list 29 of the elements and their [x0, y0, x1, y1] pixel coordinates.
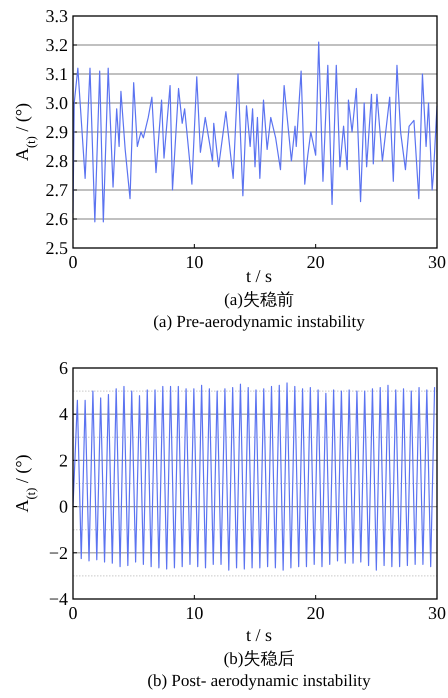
x-tick-label: 10: [185, 252, 204, 272]
text: (a) Pre-aerodynamic instability: [153, 312, 366, 331]
y-tick-label: 6: [59, 358, 68, 378]
y-tick-label: −4: [48, 589, 68, 609]
y-tick-label: 4: [59, 404, 68, 424]
y-tick-label: 2.6: [46, 209, 68, 229]
x-tick-label: 20: [306, 252, 325, 272]
text: (b) Post- aerodynamic instability: [147, 671, 372, 690]
y-tick-label: 2.5: [46, 238, 68, 258]
y-tick-label: 0: [59, 496, 68, 517]
y-tick-label: 3.3: [46, 6, 68, 26]
x-axis-title: t / s: [246, 625, 272, 645]
y-tick-label: 2.8: [46, 151, 68, 171]
line-series: [72, 42, 438, 222]
y-tick-label: 3.1: [46, 64, 68, 84]
x-axis-title: t / s: [246, 266, 272, 286]
y-tick-label: 3.2: [46, 35, 68, 55]
y-tick-label: 2.9: [46, 122, 68, 142]
x-tick-label: 30: [428, 252, 446, 272]
y-tick-label: 2: [59, 450, 68, 470]
y-tick-label: −2: [48, 542, 68, 563]
x-tick-label: 20: [306, 603, 325, 623]
y-tick-label: 2.7: [46, 180, 68, 200]
text: (b)失稳后: [224, 649, 294, 668]
x-tick-label: 30: [428, 603, 446, 623]
y-tick-label: 3.0: [46, 93, 68, 113]
text: (a)失稳前: [224, 290, 294, 309]
x-tick-label: 10: [185, 603, 204, 623]
line-series: [72, 382, 436, 571]
